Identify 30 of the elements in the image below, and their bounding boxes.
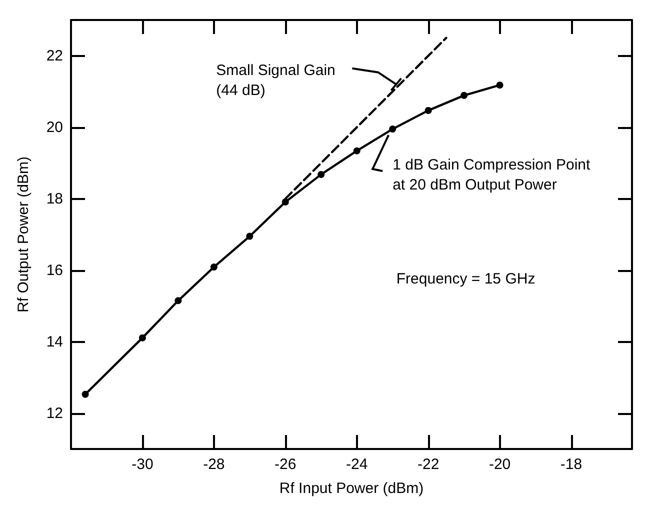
annotation: Frequency = 15 GHz [396, 270, 536, 288]
x-tick-label: -24 [346, 456, 368, 473]
x-tick-label: -20 [488, 456, 511, 473]
point [318, 170, 325, 178]
point [424, 106, 432, 114]
y-axis-title: Rf Output Power (dBm) [15, 156, 32, 312]
x-tick-label: -28 [203, 456, 225, 473]
point [210, 264, 218, 271]
annotation: Small Signal Gain (44 dB) [216, 62, 336, 99]
y-tick-label: 22 [46, 47, 63, 64]
x-tick-label: -22 [417, 456, 440, 473]
point [174, 297, 182, 304]
point [389, 126, 396, 133]
y-tick-label: 20 [46, 118, 63, 136]
x-tick-label: -18 [560, 456, 582, 473]
y-tick-label: 16 [46, 262, 63, 279]
x-tick-label: -26 [274, 456, 296, 473]
point [496, 82, 504, 89]
y-tick-label: 18 [46, 190, 63, 208]
annotation: 1 dB Gain Compression Point at 20 dBm Output Power [392, 156, 592, 194]
point [246, 232, 254, 240]
point [82, 390, 89, 398]
point [282, 198, 289, 206]
x-tick-label: -30 [132, 456, 154, 473]
y-tick-label: 14 [46, 333, 63, 350]
point [460, 92, 468, 99]
y-tick-label: 12 [46, 404, 63, 422]
point [353, 147, 360, 154]
point [138, 334, 146, 342]
x-axis-title: Rf Input Power (dBm) [279, 480, 424, 497]
